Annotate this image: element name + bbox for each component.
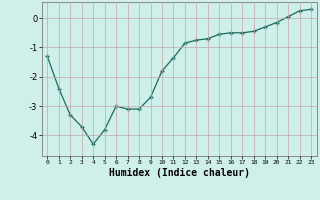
X-axis label: Humidex (Indice chaleur): Humidex (Indice chaleur) (109, 168, 250, 178)
